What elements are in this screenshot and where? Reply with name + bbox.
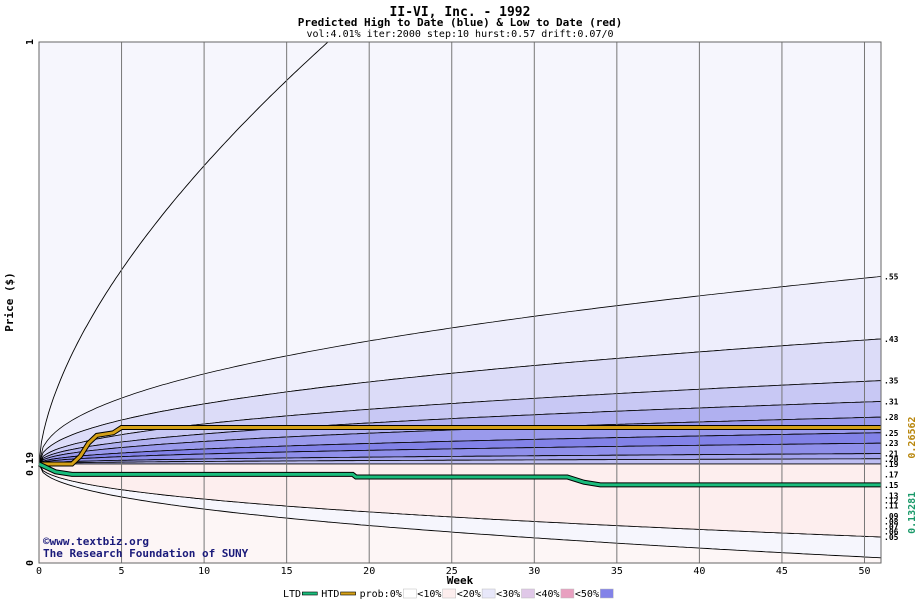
legend-label: LTD: [283, 589, 301, 600]
x-tick-label: 25: [446, 566, 458, 577]
lower-boundary-line: [38, 463, 882, 559]
y-tick-label: 0.19: [25, 452, 36, 476]
end-value-label: .12: [884, 496, 899, 505]
end-value-label: .11: [884, 502, 899, 511]
legend-swatch: [340, 591, 356, 596]
end-value-label: .23: [884, 439, 899, 448]
end-value-label: .07: [884, 523, 899, 532]
end-value-label: .21: [884, 450, 899, 459]
legend-swatch: [560, 588, 575, 599]
x-tick-label: 5: [119, 566, 125, 577]
y-tick-labels: 0 0.19 1: [25, 39, 36, 566]
legend-swatch: [301, 591, 318, 596]
end-value-label: .35: [884, 377, 899, 386]
end-value-label: .15: [884, 481, 899, 490]
end-value-label: .06: [884, 528, 899, 537]
end-value-label: .09: [884, 512, 899, 521]
legend-swatch: [521, 588, 535, 599]
end-value-label: .25: [884, 429, 899, 438]
end-value-label: .17: [884, 470, 899, 479]
y-axis-label: Price ($): [3, 272, 16, 332]
series-lines: [37, 425, 881, 488]
legend-swatch: [403, 588, 417, 599]
legend-swatch: [600, 588, 614, 599]
plot-frame: [38, 41, 882, 564]
right-markers: 0.26562 0.13281: [907, 416, 918, 533]
y-tick-label: 1: [25, 39, 36, 45]
x-tick-labels: 0 5 10 15 20 25 30 35 40 45 50: [36, 566, 871, 577]
htd-line: [39, 426, 881, 466]
x-tick-label: 45: [776, 566, 788, 577]
x-tick-label: 15: [281, 566, 293, 577]
x-tick-label: 30: [528, 566, 540, 577]
legend-label: HTD: [321, 589, 339, 600]
end-value-label: .19: [884, 460, 899, 469]
end-value-label: .05: [884, 533, 899, 542]
end-value-label: .13: [884, 491, 899, 500]
upper-boundary-line: [38, 41, 329, 465]
lower-outer-region: [39, 464, 881, 563]
end-value-label: .28: [884, 413, 899, 422]
x-tick-label: 40: [693, 566, 705, 577]
credit-line-2: The Research Foundation of SUNY: [43, 547, 249, 560]
x-axis-label: Week: [447, 574, 474, 587]
legend-label: <20%: [457, 589, 481, 600]
end-value-label: .08: [884, 517, 899, 526]
chart-title: II-VI, Inc. - 1992: [390, 5, 531, 20]
legend-label: <40%: [536, 589, 560, 600]
x-tick-label: 0: [36, 566, 42, 577]
x-tick-label: 35: [611, 566, 623, 577]
legend-label: <10%: [417, 589, 441, 600]
chart-params: vol:4.01% iter:2000 step:10 hurst:0.57 d…: [306, 29, 613, 40]
x-tick-label: 20: [363, 566, 375, 577]
x-tick-label: 50: [858, 566, 870, 577]
y-tick-label: 0: [25, 560, 36, 566]
chart-subtitle: Predicted High to Date (blue) & Low to D…: [298, 16, 623, 29]
end-value-label: .20: [884, 455, 899, 464]
legend: LTD HTD prob:0% <10% <20% <30% <40% <50%: [283, 588, 614, 600]
end-value-label: .43: [884, 335, 899, 344]
end-value-label: .31: [884, 397, 899, 406]
end-value-label: .55: [884, 272, 899, 281]
x-tick-label: 10: [198, 566, 210, 577]
end-value-labels: .55 .43 .35 .31 .28 .25.23 .21.20.19.17 .15.13.…: [884, 272, 899, 542]
credit-line-1: ©www.textbiz.org: [43, 535, 149, 548]
legend-swatch: [481, 588, 496, 599]
legend-label: <30%: [496, 589, 520, 600]
right-marker-label: 0.13281: [907, 492, 918, 534]
right-marker-label: 0.26562: [907, 416, 918, 458]
legend-label: prob:0%: [360, 589, 402, 600]
legend-swatch: [442, 588, 456, 599]
gridlines: [121, 42, 865, 563]
legend-label: <50%: [575, 589, 599, 600]
ltd-line: [38, 462, 881, 487]
